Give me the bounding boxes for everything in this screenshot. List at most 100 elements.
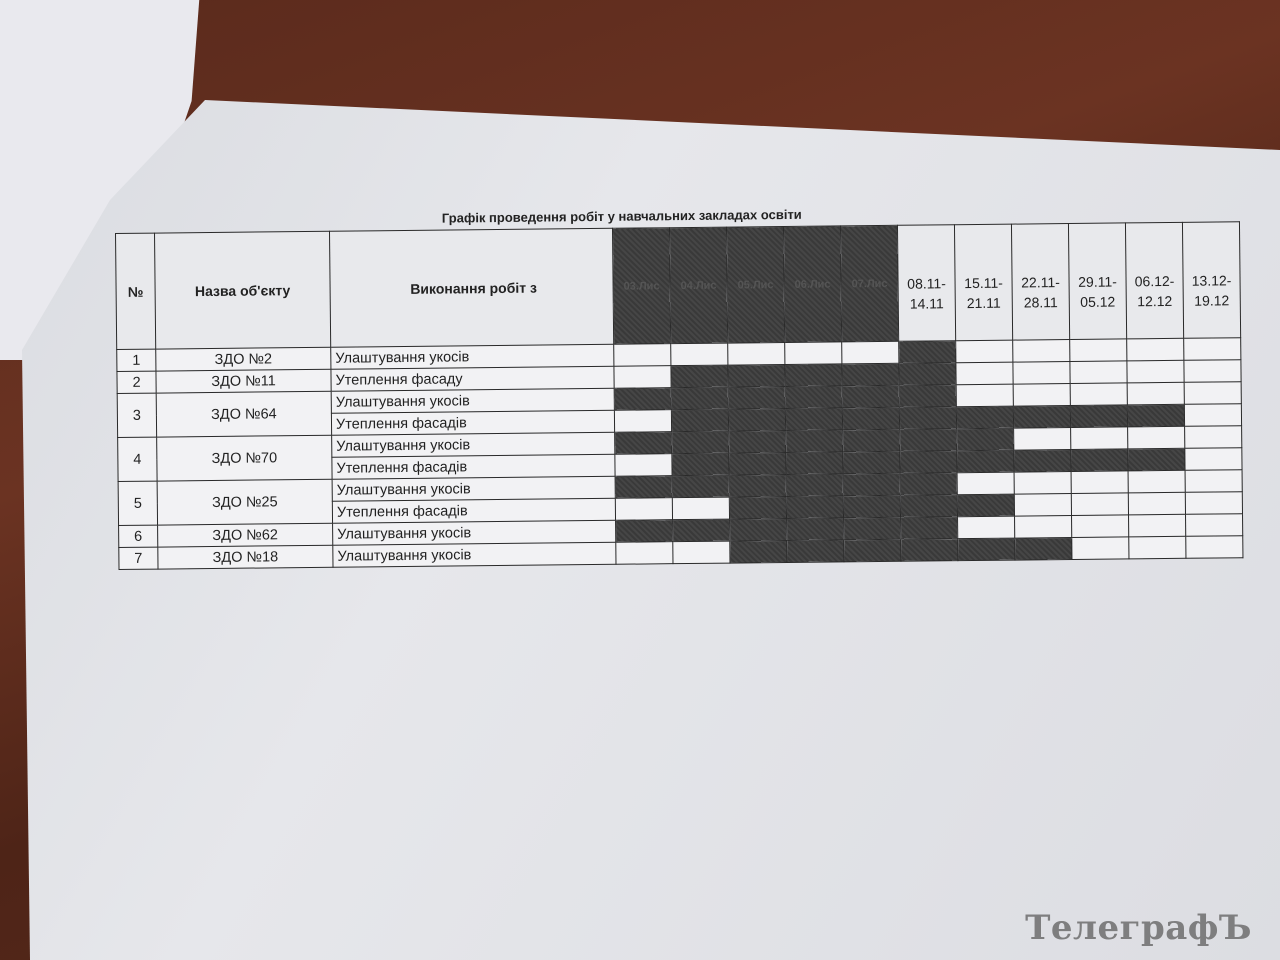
header-work-type: Виконання робіт з (329, 228, 614, 348)
schedule-cell-empty (1012, 361, 1071, 385)
schedule-cell-empty (1012, 339, 1070, 363)
schedule-cell-empty (1071, 536, 1129, 560)
schedule-cell-scheduled (843, 539, 901, 562)
schedule-cell-scheduled (843, 517, 901, 540)
schedule-cell-empty (615, 541, 673, 565)
schedule-cell-empty (1183, 359, 1242, 383)
schedule-cell-empty (1184, 381, 1242, 405)
schedule-document: Графік проведення робіт у навчальних зак… (115, 207, 1243, 570)
schedule-cell-scheduled (1070, 448, 1129, 472)
schedule-cell-empty (1014, 471, 1072, 495)
header-period: 13.12-19.12 (1182, 221, 1241, 339)
table-body: 1 ЗДО №2 Улаштування укосів 2 ЗДО №11 Утеплен… (116, 337, 1243, 570)
schedule-cell-empty (1126, 338, 1184, 361)
schedule-cell-empty (1183, 337, 1241, 361)
schedule-cell-scheduled (785, 451, 844, 475)
schedule-cell-scheduled (1127, 448, 1186, 471)
schedule-cell-scheduled (898, 340, 956, 364)
schedule-cell-scheduled (898, 362, 957, 386)
schedule-cell-scheduled (1127, 404, 1185, 427)
schedule-cell-scheduled (843, 473, 901, 496)
schedule-cell-empty (1128, 536, 1186, 559)
work-type: Улаштування укосів (330, 344, 614, 370)
schedule-cell-scheduled (899, 384, 957, 408)
schedule-cell-empty (1184, 403, 1242, 427)
schedule-cell-empty (1185, 491, 1243, 515)
schedule-cell-scheduled (900, 472, 958, 496)
header-period: 03.Лис (612, 227, 671, 345)
row-number: 2 (116, 371, 157, 394)
schedule-cell-scheduled (956, 450, 1015, 473)
work-type: Улаштування укосів (332, 520, 616, 546)
schedule-cell-scheduled (899, 406, 957, 430)
schedule-cell-empty (1014, 515, 1072, 539)
schedule-cell-empty (1069, 338, 1127, 362)
schedule-cell-scheduled (1013, 449, 1072, 473)
object-name: ЗДО №64 (156, 391, 332, 438)
schedule-cell-scheduled (900, 538, 958, 562)
header-row: № Назва об'єкту Виконання робіт з 03.Лис… (115, 221, 1241, 350)
schedule-cell-empty (670, 343, 728, 366)
object-name: ЗДО №25 (157, 479, 333, 526)
schedule-cell-scheduled (786, 495, 844, 519)
object-name: ЗДО №70 (156, 435, 333, 482)
schedule-cell-scheduled (729, 518, 787, 542)
schedule-cell-scheduled (728, 430, 786, 454)
schedule-cell-scheduled (785, 407, 843, 431)
schedule-cell-empty (613, 343, 671, 367)
schedule-cell-scheduled (956, 428, 1014, 451)
schedule-cell-scheduled (1070, 404, 1128, 428)
schedule-cell-empty (1127, 426, 1185, 449)
schedule-cell-empty (1184, 447, 1243, 471)
row-number: 7 (118, 547, 159, 570)
schedule-cell-scheduled (899, 428, 957, 452)
schedule-cell-empty (1070, 426, 1128, 450)
schedule-cell-scheduled (729, 540, 787, 564)
work-type: Улаштування укосів (331, 432, 615, 458)
schedule-cell-scheduled (728, 386, 786, 410)
schedule-cell-empty (957, 472, 1015, 495)
schedule-cell-scheduled (842, 385, 900, 408)
row-number: 5 (118, 481, 158, 526)
schedule-cell-empty (1128, 492, 1186, 515)
schedule-cell-scheduled (843, 495, 901, 518)
schedule-cell-empty (613, 365, 672, 389)
schedule-cell-scheduled (670, 365, 729, 388)
schedule-cell-scheduled (671, 431, 729, 454)
row-number: 4 (117, 437, 158, 482)
schedule-cell-empty (1014, 493, 1072, 517)
schedule-cell-empty (1013, 383, 1071, 407)
header-period: 06.Лис (783, 225, 842, 343)
schedule-cell-scheduled (615, 519, 673, 543)
schedule-cell-empty (784, 341, 842, 365)
schedule-cell-empty (614, 453, 673, 477)
header-period: 22.11-28.11 (1011, 223, 1070, 341)
schedule-cell-empty (1185, 535, 1243, 559)
schedule-cell-scheduled (1013, 405, 1071, 429)
schedule-cell-scheduled (785, 385, 843, 409)
schedule-cell-scheduled (672, 519, 730, 542)
header-period: 04.Лис (669, 227, 728, 344)
schedule-cell-empty (1069, 360, 1128, 384)
row-number: 6 (118, 525, 158, 548)
header-number: № (115, 233, 156, 350)
header-period: 15.11-21.11 (954, 224, 1013, 341)
schedule-cell-scheduled (671, 387, 729, 410)
schedule-cell-empty (1128, 470, 1186, 493)
schedule-cell-scheduled (957, 538, 1015, 561)
schedule-cell-scheduled (727, 364, 786, 388)
header-period: 07.Лис (840, 225, 899, 342)
schedule-cell-empty (672, 541, 730, 564)
schedule-cell-scheduled (786, 473, 844, 497)
schedule-cell-empty (1128, 514, 1186, 537)
schedule-cell-scheduled (899, 450, 958, 474)
object-name: ЗДО №2 (155, 347, 331, 372)
schedule-cell-empty (1184, 425, 1242, 449)
work-type: Улаштування укосів (331, 388, 615, 414)
schedule-cell-empty (1013, 427, 1071, 451)
header-period: 29.11-05.12 (1068, 222, 1127, 340)
schedule-cell-empty (1070, 382, 1128, 406)
schedule-cell-scheduled (957, 494, 1015, 517)
row-number: 1 (116, 349, 156, 372)
schedule-cell-scheduled (841, 363, 900, 386)
